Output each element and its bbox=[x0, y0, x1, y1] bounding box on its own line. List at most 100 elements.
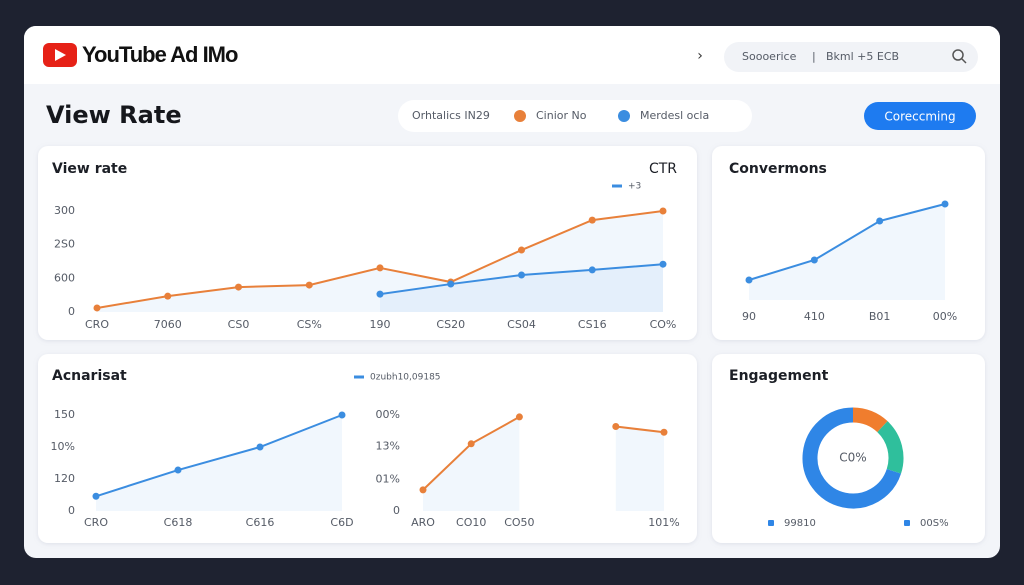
y-tick-label: 13% bbox=[376, 440, 400, 453]
y-tick-label: 0 bbox=[68, 305, 75, 318]
legend-pill bbox=[398, 100, 752, 132]
point bbox=[518, 246, 525, 254]
panel-title: View rate bbox=[52, 161, 127, 177]
page-title: View Rate bbox=[46, 101, 182, 129]
search-extra: Bkml +5 ECB bbox=[826, 50, 899, 63]
legend-marker bbox=[768, 520, 774, 526]
x-tick-label: CS% bbox=[297, 318, 322, 331]
point bbox=[447, 280, 455, 288]
x-tick-label: CS0 bbox=[228, 318, 250, 331]
point bbox=[338, 411, 346, 419]
panel-title: Convermons bbox=[729, 161, 827, 177]
x-tick-label: CS04 bbox=[507, 318, 536, 331]
point bbox=[659, 207, 667, 215]
point bbox=[876, 217, 884, 225]
panel-title: Acnarisat bbox=[52, 368, 127, 384]
key-marker bbox=[354, 375, 364, 379]
x-tick-label: CO50 bbox=[504, 516, 534, 529]
line bbox=[615, 425, 665, 434]
point bbox=[235, 283, 242, 291]
point bbox=[612, 423, 620, 431]
x-tick-label: CRO bbox=[85, 318, 109, 331]
y-tick-label: 150 bbox=[54, 408, 75, 421]
point bbox=[588, 216, 596, 224]
donut-center-label: C0% bbox=[839, 451, 866, 465]
x-tick-label: B01 bbox=[869, 310, 891, 323]
line bbox=[95, 414, 343, 498]
y-tick-label: 01% bbox=[376, 472, 400, 485]
point bbox=[941, 200, 949, 208]
chevron[interactable]: › bbox=[697, 48, 703, 64]
x-tick-label: C6D bbox=[330, 516, 353, 529]
legend-label: 99810 bbox=[784, 518, 816, 529]
x-tick-label: 410 bbox=[804, 310, 825, 323]
donut-segment bbox=[877, 421, 904, 474]
search-icon-handle bbox=[961, 58, 967, 64]
search-text: Soooerice bbox=[742, 50, 797, 63]
point bbox=[810, 256, 818, 264]
panel-subtitle: CTR bbox=[649, 161, 677, 177]
x-tick-label: CS20 bbox=[436, 318, 465, 331]
legend-dot bbox=[514, 110, 526, 122]
search-divider: | bbox=[812, 50, 816, 63]
point bbox=[164, 292, 172, 300]
x-tick-label: CS16 bbox=[578, 318, 607, 331]
x-tick-label: 101% bbox=[648, 516, 679, 529]
panel-title: Engagement bbox=[729, 368, 829, 384]
key-label: +3 bbox=[628, 182, 641, 192]
area bbox=[749, 204, 945, 300]
area bbox=[615, 426, 664, 511]
x-tick-label: CRO bbox=[84, 516, 108, 529]
panel bbox=[712, 354, 985, 543]
point bbox=[174, 466, 182, 474]
point bbox=[256, 443, 264, 451]
area bbox=[97, 211, 663, 312]
logo-text: YouTube Ad IMo bbox=[82, 42, 238, 67]
point bbox=[588, 266, 596, 274]
point bbox=[745, 276, 753, 284]
search-box[interactable] bbox=[724, 42, 978, 72]
donut-segment bbox=[852, 407, 888, 433]
y-tick-label: 10% bbox=[51, 440, 75, 453]
x-tick-label: 7060 bbox=[154, 318, 182, 331]
panel bbox=[712, 146, 985, 340]
x-tick-label: 90 bbox=[742, 310, 756, 323]
point bbox=[93, 304, 101, 312]
area bbox=[423, 416, 520, 511]
point bbox=[659, 260, 667, 268]
x-tick-label: CO10 bbox=[456, 516, 486, 529]
point bbox=[518, 271, 525, 279]
y-tick-label: 0 bbox=[393, 504, 400, 517]
key-marker bbox=[612, 184, 622, 188]
line bbox=[748, 203, 946, 281]
legend-dot bbox=[618, 110, 630, 122]
point bbox=[305, 281, 313, 289]
x-tick-label: ARO bbox=[411, 516, 435, 529]
y-tick-label: 300 bbox=[54, 204, 75, 217]
x-tick-label: 00% bbox=[933, 310, 957, 323]
x-tick-label: 190 bbox=[370, 318, 391, 331]
legend-marker bbox=[904, 520, 910, 526]
search-icon[interactable] bbox=[952, 49, 964, 61]
y-tick-label: 120 bbox=[54, 472, 75, 485]
action-button[interactable] bbox=[864, 102, 976, 130]
panel bbox=[38, 354, 697, 543]
legend-item: Merdesl ocla bbox=[640, 109, 709, 122]
y-tick-label: 00% bbox=[376, 408, 400, 421]
point bbox=[92, 492, 100, 500]
area bbox=[380, 264, 663, 312]
legend-label: Orhtalics IN29 bbox=[412, 109, 490, 122]
key-label: 0zubh10,09185 bbox=[370, 373, 441, 383]
point bbox=[660, 428, 668, 436]
x-tick-label: CO% bbox=[650, 318, 677, 331]
point bbox=[467, 440, 475, 448]
point bbox=[376, 290, 384, 298]
button-label: Coreccming bbox=[884, 110, 955, 124]
donut-segment bbox=[802, 407, 902, 509]
legend-item: Cinior No bbox=[536, 109, 587, 122]
y-tick-label: 0 bbox=[68, 504, 75, 517]
point bbox=[376, 264, 384, 272]
y-tick-label: 600 bbox=[54, 271, 75, 284]
y-tick-label: 2S0 bbox=[54, 238, 75, 251]
